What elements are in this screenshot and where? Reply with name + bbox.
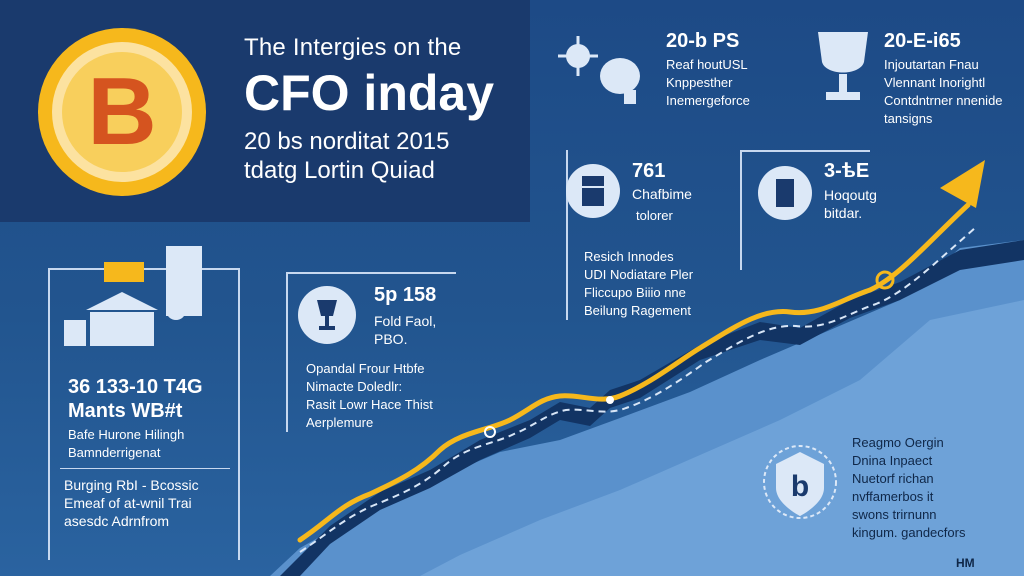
left-card-text-2: Burging RbI - Bcossic Emeaf of at-wnil T… [64, 477, 199, 529]
title-line-1: The Intergies on the [244, 34, 462, 61]
shield-badge-icon: b [763, 445, 837, 519]
center-card-text: Fold Faol, PBO. [374, 313, 437, 347]
building-icon [758, 166, 812, 220]
divider [740, 150, 870, 152]
bottom-right-text: Reagmo Oergin Dnina Inpaect Nuetorf rich… [852, 435, 966, 540]
center-card-text-2: Opandal Frour Htbfe Nimacte Doledlr: Ras… [306, 361, 433, 430]
divider [238, 268, 240, 560]
mid-card-1-heading: 761 [632, 160, 666, 182]
mid-card-2-heading: 3-ѣE [824, 160, 870, 182]
coin-glyph: B [87, 58, 156, 165]
top-card-2-heading: 20-E-i65 [884, 30, 961, 52]
left-card-text: Bafe Hurone Hilingh Bamnderrigenat [68, 427, 185, 460]
top-card-1-text: Reaf houtUSL Knppesther Inemergeforce [666, 57, 750, 108]
server-icon [566, 164, 620, 218]
center-card-heading: 5p 158 [374, 284, 437, 306]
top-card-2-text: Injoutartan Fnau Vlennant Inorightl Cont… [884, 57, 1003, 126]
title-line-3: 20 bs norditat 2015 [244, 128, 450, 155]
page-title: CFO inday [244, 65, 495, 121]
mid-card-1-sub2: tolorer [636, 208, 673, 223]
divider [740, 150, 742, 270]
divider [566, 150, 568, 320]
divider [60, 468, 230, 469]
divider [48, 268, 50, 560]
mid-card-1-text: Resich Innodes UDI Nodiatare Pler Fliccu… [584, 249, 694, 318]
badge-letter: b [791, 470, 809, 503]
chalice-icon [298, 286, 356, 344]
corner-watermark: HM [956, 556, 975, 570]
top-card-1-heading: 20-b PS [666, 30, 740, 52]
left-card-heading: 36 133-10 T4G [68, 376, 203, 398]
lightbulb-icon [558, 36, 640, 104]
mid-card-2-text: Hoqoutg bitdar. [824, 187, 877, 221]
divider [286, 272, 288, 432]
title-line-4: tdatg Lortin Quiad [244, 157, 435, 184]
trophy-icon [818, 32, 868, 100]
bitcoin-coin-icon: B [38, 28, 206, 196]
bank-building-icon [64, 246, 202, 346]
mid-card-1-subheading: Chafbime [632, 186, 692, 202]
divider [286, 272, 456, 274]
left-card-subheading: Mants WB#t [68, 400, 183, 422]
